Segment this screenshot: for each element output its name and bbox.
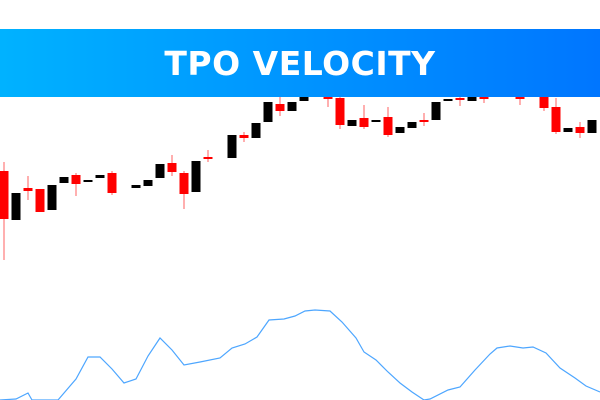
candle-body — [179, 173, 189, 194]
candle — [179, 171, 189, 209]
candle — [335, 97, 345, 129]
candle-body — [83, 180, 93, 182]
candle — [95, 175, 105, 178]
candle — [407, 122, 417, 128]
candle-body — [239, 135, 249, 138]
candle — [131, 185, 141, 188]
candle — [11, 193, 21, 220]
candle-body — [131, 185, 141, 188]
candle-body — [299, 97, 309, 101]
candle — [0, 162, 9, 260]
candlestick-series — [0, 97, 597, 260]
candle-body — [275, 104, 285, 111]
candle — [47, 185, 57, 210]
candle — [575, 122, 585, 138]
candle-body — [167, 163, 177, 172]
candle-body — [539, 97, 549, 108]
candle-body — [251, 123, 261, 138]
candle — [227, 135, 237, 158]
candle — [455, 97, 465, 106]
candle-body — [107, 173, 117, 193]
candle-body — [335, 98, 345, 125]
candle-body — [0, 171, 9, 219]
candle — [287, 102, 297, 111]
candle — [83, 180, 93, 182]
candle-body — [515, 97, 525, 99]
candle-body — [227, 135, 237, 158]
candle-body — [347, 120, 357, 126]
candle-body — [287, 102, 297, 111]
candle-body — [155, 164, 165, 178]
candle-body — [575, 127, 585, 133]
candle-body — [563, 128, 573, 132]
candle — [323, 97, 333, 107]
velocity-line — [0, 309, 600, 400]
candle-body — [467, 97, 477, 101]
candle — [203, 150, 213, 162]
candle-body — [47, 185, 57, 210]
candle — [155, 164, 165, 178]
candle — [539, 97, 549, 111]
candle — [275, 97, 285, 116]
candle — [587, 120, 597, 133]
candle-body — [191, 161, 201, 192]
candle — [563, 128, 573, 132]
candle-body — [443, 99, 453, 101]
candle-body — [431, 102, 441, 120]
candle — [263, 102, 273, 122]
candle-body — [35, 189, 45, 212]
candle-body — [587, 120, 597, 133]
candle — [191, 161, 201, 192]
candle — [35, 189, 45, 212]
candle-body — [95, 175, 105, 178]
chart-title: TPO VELOCITY — [164, 43, 436, 83]
candle-body — [371, 120, 381, 122]
candle — [143, 180, 153, 186]
candle — [251, 123, 261, 138]
candle — [23, 176, 33, 200]
candle — [515, 97, 525, 105]
candle — [359, 105, 369, 129]
candle — [383, 107, 393, 137]
candle — [239, 132, 249, 142]
candle — [419, 113, 429, 126]
candle — [371, 120, 381, 122]
candle-body — [11, 193, 21, 220]
candle — [551, 98, 561, 134]
candle-body — [455, 98, 465, 100]
candle — [443, 99, 453, 101]
candle — [107, 171, 117, 195]
candle-body — [323, 97, 333, 99]
candle — [467, 97, 477, 101]
candle — [59, 177, 69, 183]
candle — [347, 120, 357, 126]
candle — [299, 97, 309, 101]
candle-body — [419, 120, 429, 122]
title-banner: TPO VELOCITY — [0, 29, 600, 97]
candle-body — [359, 118, 369, 127]
candle — [71, 173, 81, 196]
candle-body — [407, 122, 417, 128]
candle-body — [203, 157, 213, 159]
candle-body — [551, 107, 561, 132]
candle — [479, 97, 489, 103]
candle-body — [395, 127, 405, 133]
candle — [431, 102, 441, 120]
candle-body — [71, 175, 81, 184]
candle-body — [23, 188, 33, 191]
candle — [395, 127, 405, 133]
candle — [167, 155, 177, 176]
candle-body — [143, 180, 153, 186]
candle-body — [479, 97, 489, 99]
candle-body — [59, 177, 69, 183]
candle-body — [263, 102, 273, 122]
candle-body — [383, 117, 393, 135]
